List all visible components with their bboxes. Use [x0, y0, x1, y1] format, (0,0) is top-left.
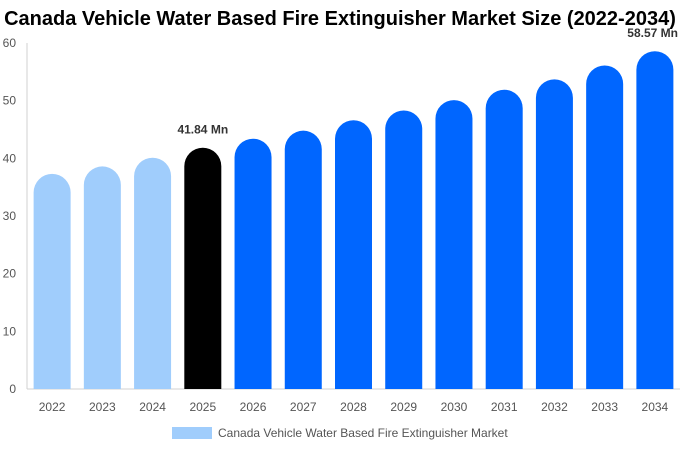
- legend-swatch: [172, 427, 212, 439]
- data-label-2025: 41.84 Mn: [177, 123, 228, 137]
- data-labels: 41.84 Mn 58.57 Mn: [177, 26, 678, 136]
- x-tick-label: 2033: [591, 400, 618, 414]
- bar-2032[interactable]: [535, 79, 573, 389]
- x-tick-label: 2031: [491, 400, 518, 414]
- x-tick-label: 2024: [139, 400, 166, 414]
- bars: [33, 51, 674, 390]
- legend-label: Canada Vehicle Water Based Fire Extingui…: [218, 426, 508, 440]
- bar-2034[interactable]: [636, 51, 674, 389]
- bar-2030[interactable]: [435, 100, 473, 389]
- y-tick-label: 50: [3, 94, 17, 108]
- y-tick-label: 30: [3, 209, 17, 223]
- x-tick-label: 2022: [39, 400, 66, 414]
- bar-2026[interactable]: [234, 138, 272, 389]
- x-tick-label: 2027: [290, 400, 317, 414]
- bar-2029[interactable]: [385, 110, 423, 389]
- chart-title: Canada Vehicle Water Based Fire Extingui…: [4, 8, 676, 30]
- x-tick-label: 2029: [390, 400, 417, 414]
- x-tick-label: 2023: [89, 400, 116, 414]
- bar-2023[interactable]: [83, 166, 121, 389]
- x-tick-label: 2034: [642, 400, 669, 414]
- data-label-2034: 58.57 Mn: [627, 26, 678, 40]
- bar-2031[interactable]: [485, 89, 523, 390]
- legend[interactable]: Canada Vehicle Water Based Fire Extingui…: [172, 425, 508, 441]
- y-tick-label: 40: [3, 151, 17, 165]
- y-tick-label: 20: [3, 267, 17, 281]
- x-tick-label: 2032: [541, 400, 568, 414]
- bar-2025[interactable]: [184, 147, 222, 389]
- x-tick-label: 2028: [340, 400, 367, 414]
- bar-2028[interactable]: [335, 120, 372, 390]
- x-tick-label: 2026: [240, 400, 267, 414]
- x-tick-label: 2025: [189, 400, 216, 414]
- x-tick-label: 2030: [441, 400, 468, 414]
- bar-2024[interactable]: [134, 157, 172, 389]
- bar-2033[interactable]: [586, 65, 624, 390]
- y-tick-label: 10: [3, 324, 17, 338]
- bar-2027[interactable]: [284, 130, 322, 390]
- bar-2022[interactable]: [33, 173, 71, 389]
- y-tick-label: 60: [3, 36, 17, 50]
- y-tick-label: 0: [9, 382, 16, 396]
